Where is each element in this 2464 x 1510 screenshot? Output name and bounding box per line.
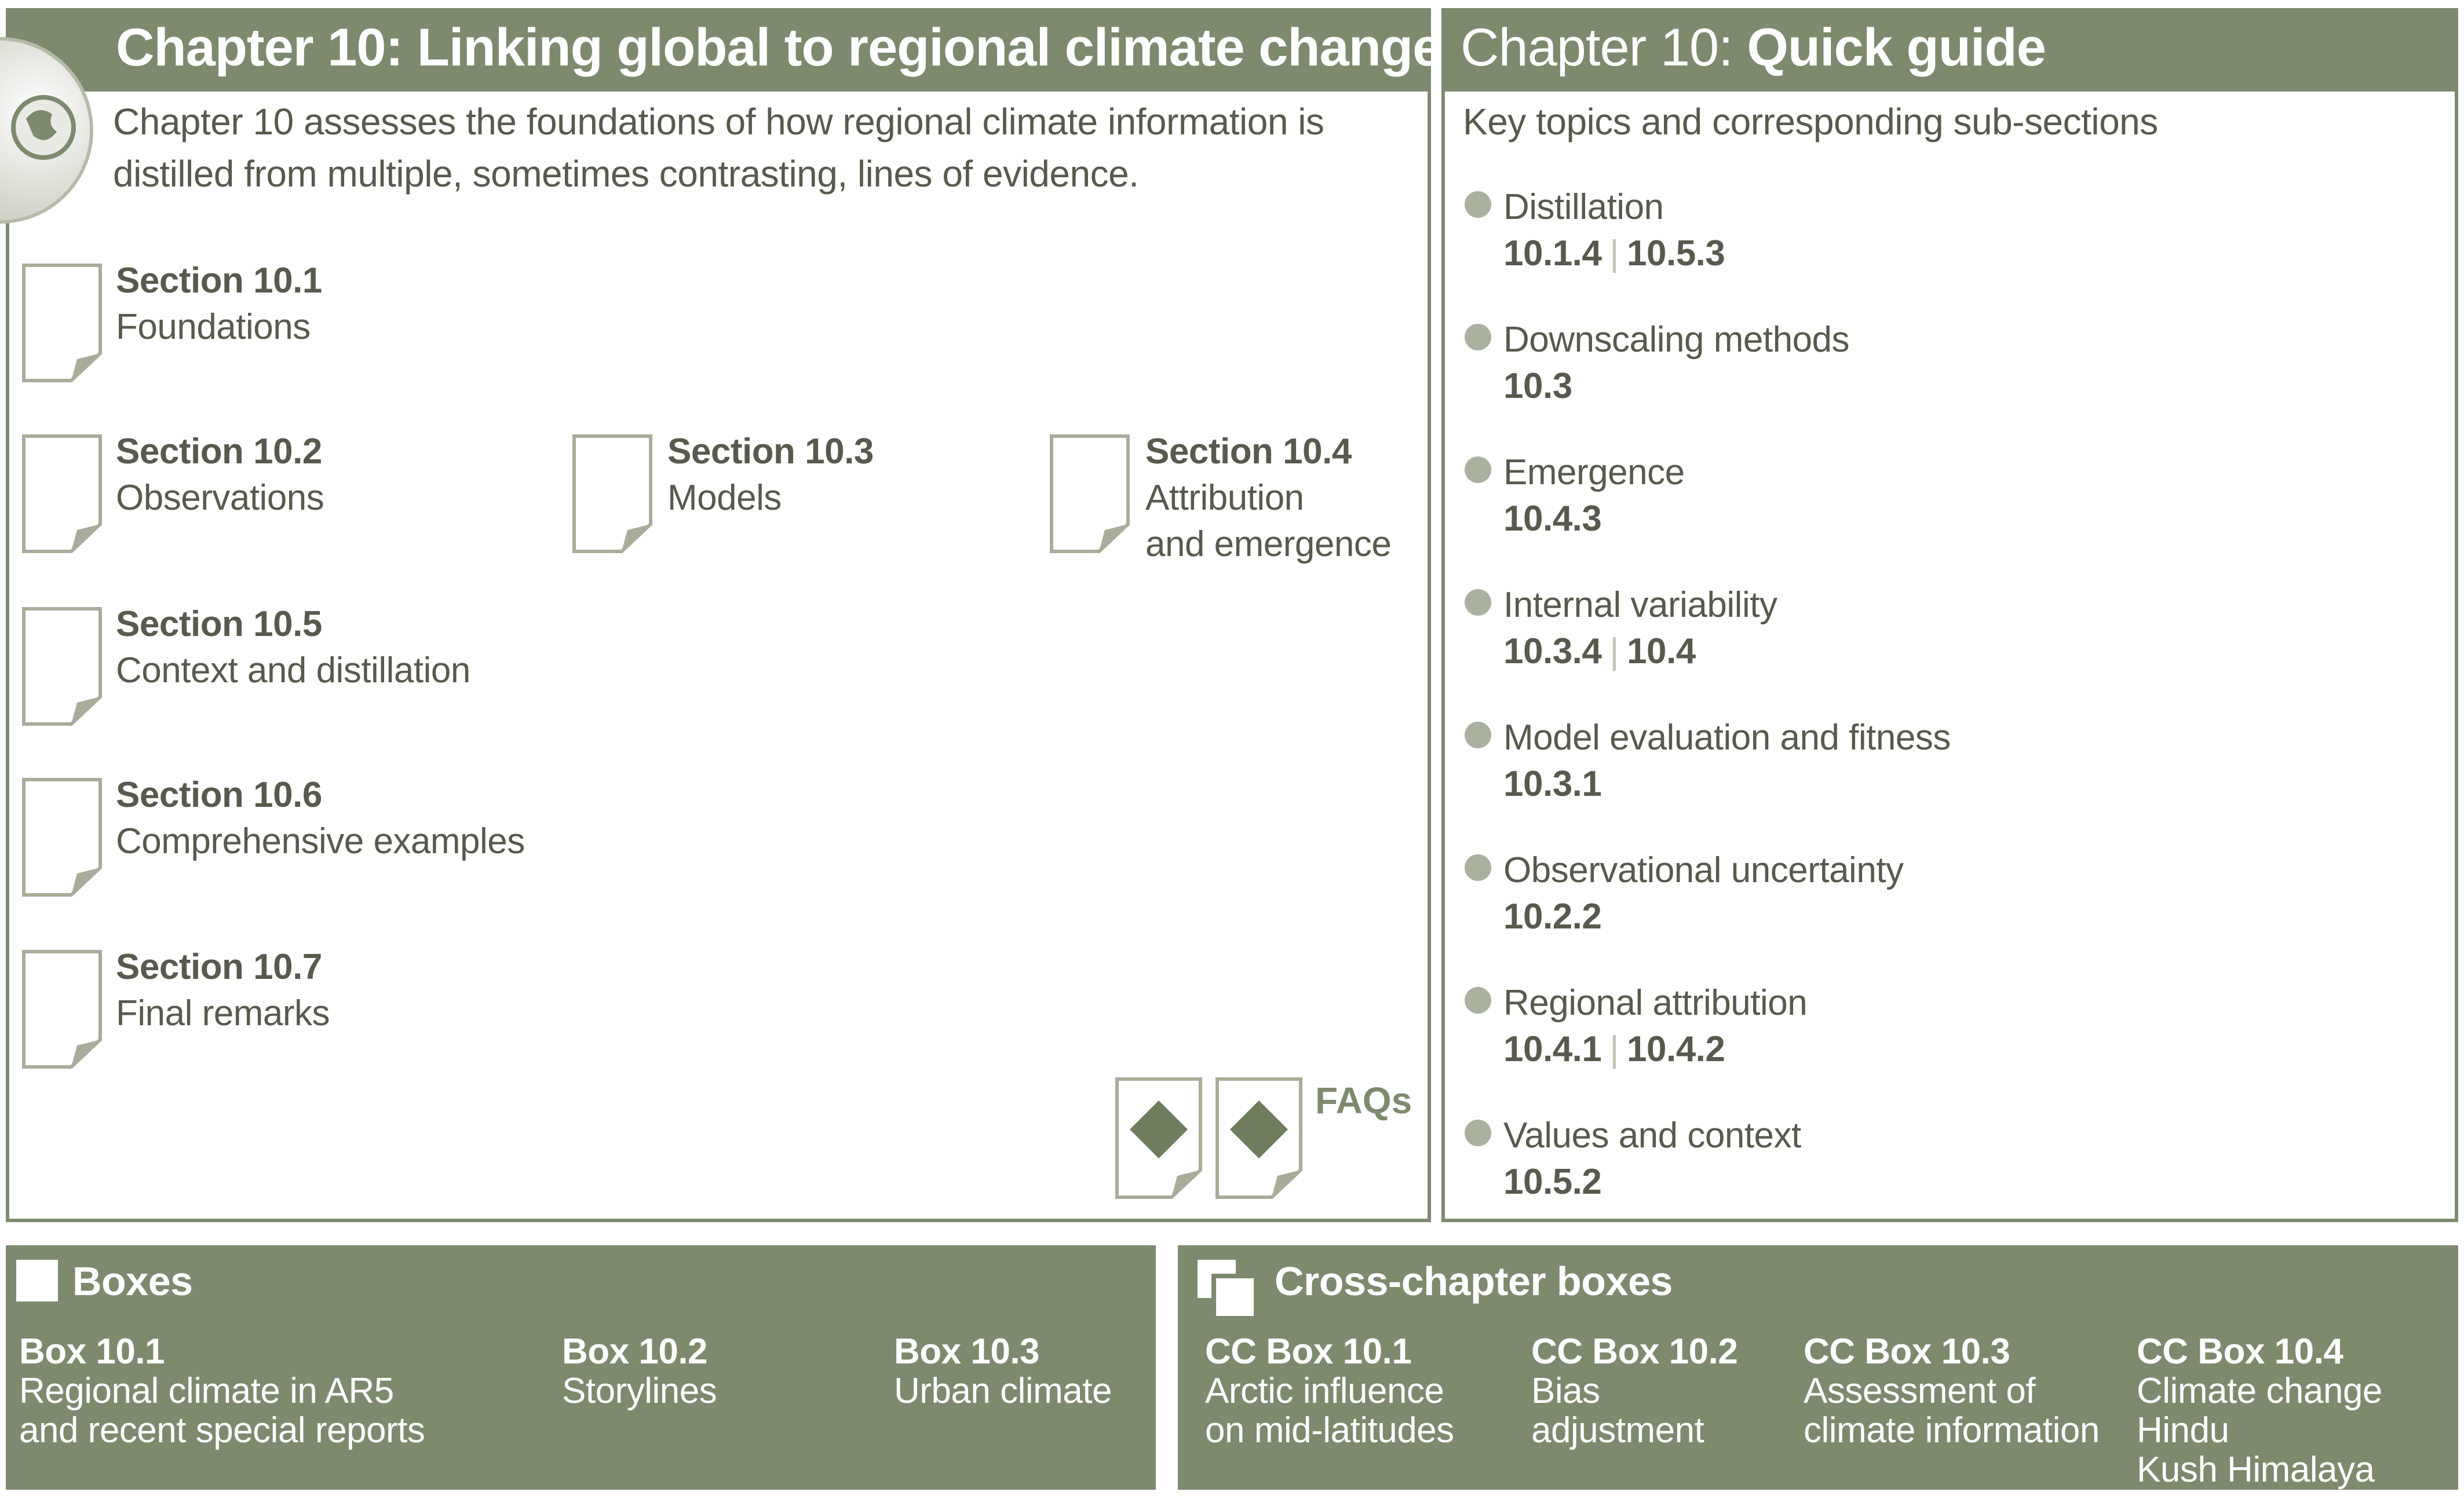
topic-section-refs: 10.4.1 | 10.4.2 bbox=[1503, 1026, 1725, 1073]
section-10-2-document-icon[interactable] bbox=[22, 434, 102, 553]
topic-name: Observational uncertainty bbox=[1503, 850, 1904, 890]
section-10-1-title[interactable]: Section 10.1 bbox=[116, 261, 322, 301]
section-ref-link[interactable]: 10.5.3 bbox=[1627, 233, 1725, 273]
section-10-2-title[interactable]: Section 10.2 bbox=[116, 432, 322, 471]
cc-box-10-3-id[interactable]: CC Box 10.3 bbox=[1804, 1332, 2010, 1372]
section-10-1-subtitle: Foundations bbox=[116, 307, 311, 347]
section-10-4-document-icon[interactable] bbox=[1050, 434, 1130, 553]
ref-separator: | bbox=[1609, 1029, 1619, 1069]
section-10-1-document-icon[interactable] bbox=[22, 264, 102, 382]
topic-bullet-icon bbox=[1465, 722, 1491, 748]
section-10-5-document-icon[interactable] bbox=[22, 607, 102, 726]
section-10-6-document-icon[interactable] bbox=[22, 778, 102, 897]
topic-name: Emergence bbox=[1503, 452, 1685, 492]
topic-bullet-icon bbox=[1465, 854, 1491, 881]
topic-section-refs: 10.2.2 bbox=[1503, 894, 1602, 940]
section-10-7-document-icon[interactable] bbox=[22, 950, 102, 1069]
cc-box-10-3-description: Assessment of climate information bbox=[1804, 1371, 2100, 1450]
cross-chapter-box-icon bbox=[1196, 1259, 1258, 1321]
section-10-2-subtitle: Observations bbox=[116, 478, 324, 518]
topic-bullet-icon bbox=[1465, 1120, 1491, 1146]
topic-section-refs: 10.4.3 bbox=[1503, 496, 1602, 542]
section-ref-link[interactable]: 10.3.1 bbox=[1503, 764, 1602, 804]
section-10-3-title[interactable]: Section 10.3 bbox=[667, 432, 874, 471]
section-ref-link[interactable]: 10.4.1 bbox=[1503, 1029, 1602, 1069]
section-10-4-subtitle-line-1: Attribution bbox=[1145, 478, 1304, 518]
quick-guide-title-bold: Quick guide bbox=[1747, 18, 2046, 77]
chapter-title-bar: Chapter 10: Linking global to regional c… bbox=[6, 8, 1442, 92]
section-10-3-document-icon[interactable] bbox=[572, 434, 652, 553]
section-ref-link[interactable]: 10.2.2 bbox=[1503, 897, 1602, 937]
section-ref-link[interactable]: 10.5.2 bbox=[1503, 1162, 1602, 1202]
faqs-label[interactable]: FAQs bbox=[1315, 1080, 1412, 1121]
topic-section-refs: 10.3.4 | 10.4 bbox=[1503, 628, 1696, 675]
quick-guide-title-prefix: Chapter 10: bbox=[1461, 18, 1747, 77]
topic-name: Regional attribution bbox=[1503, 983, 1808, 1023]
topic-section-refs: 10.5.2 bbox=[1503, 1159, 1602, 1205]
section-10-5-title[interactable]: Section 10.5 bbox=[116, 604, 322, 644]
box-10-2-description: Storylines bbox=[562, 1371, 717, 1411]
section-ref-link[interactable]: 10.1.4 bbox=[1503, 233, 1602, 273]
quick-guide-title-bar: Chapter 10: Quick guide bbox=[1441, 8, 2458, 92]
box-icon bbox=[16, 1260, 58, 1301]
box-10-1-id[interactable]: Box 10.1 bbox=[19, 1332, 165, 1372]
ref-separator: | bbox=[1609, 631, 1619, 671]
faq-document-icon[interactable] bbox=[1215, 1077, 1302, 1199]
topic-section-refs: 10.1.4 | 10.5.3 bbox=[1503, 231, 1725, 277]
topic-section-refs: 10.3.1 bbox=[1503, 761, 1602, 807]
quick-guide-subtitle: Key topics and corresponding sub-section… bbox=[1463, 101, 2158, 142]
section-10-3-subtitle: Models bbox=[667, 478, 782, 518]
box-10-3-id[interactable]: Box 10.3 bbox=[894, 1332, 1040, 1372]
chapter-title-bar-left bbox=[98, 8, 110, 92]
boxes-title: Boxes bbox=[72, 1259, 193, 1304]
cross-chapter-boxes-panel bbox=[1178, 1245, 2458, 1490]
topic-name: Model evaluation and fitness bbox=[1503, 718, 1951, 758]
section-ref-link[interactable]: 10.3 bbox=[1503, 366, 1572, 406]
topic-bullet-icon bbox=[1465, 191, 1491, 218]
cross-chapter-boxes-title: Cross-chapter boxes bbox=[1275, 1259, 1673, 1304]
cc-box-10-1-id[interactable]: CC Box 10.1 bbox=[1205, 1332, 1412, 1372]
chapter-overview-panel bbox=[6, 8, 1431, 1222]
section-10-7-subtitle: Final remarks bbox=[116, 993, 330, 1033]
section-10-6-title[interactable]: Section 10.6 bbox=[116, 775, 322, 815]
topic-bullet-icon bbox=[1465, 589, 1491, 616]
cc-box-10-1-description: Arctic influence on mid-latitudes bbox=[1205, 1371, 1454, 1450]
topic-section-refs: 10.3 bbox=[1503, 363, 1572, 410]
faq-document-icon[interactable] bbox=[1115, 1077, 1202, 1199]
topic-name: Downscaling methods bbox=[1503, 320, 1850, 360]
box-10-1-description: Regional climate in AR5 and recent speci… bbox=[19, 1371, 425, 1450]
chapter-intro-line-2: distilled from multiple, sometimes contr… bbox=[113, 153, 1139, 195]
topic-name: Values and context bbox=[1503, 1116, 1801, 1156]
ref-separator: | bbox=[1609, 233, 1619, 273]
cc-box-10-4-id[interactable]: CC Box 10.4 bbox=[2137, 1332, 2343, 1372]
section-ref-link[interactable]: 10.4 bbox=[1627, 631, 1696, 671]
topic-bullet-icon bbox=[1465, 324, 1491, 350]
section-10-4-subtitle-line-2: and emergence bbox=[1145, 524, 1392, 564]
section-10-6-subtitle: Comprehensive examples bbox=[116, 821, 525, 861]
topic-bullet-icon bbox=[1465, 456, 1491, 483]
boxes-panel bbox=[6, 1245, 1156, 1490]
cc-box-10-2-description: Bias adjustment bbox=[1531, 1371, 1704, 1450]
box-10-2-id[interactable]: Box 10.2 bbox=[562, 1332, 708, 1372]
cc-box-10-2-id[interactable]: CC Box 10.2 bbox=[1531, 1332, 1738, 1372]
globe-icon bbox=[0, 35, 98, 226]
section-ref-link[interactable]: 10.4.2 bbox=[1627, 1029, 1725, 1069]
section-ref-link[interactable]: 10.4.3 bbox=[1503, 499, 1602, 539]
topic-bullet-icon bbox=[1465, 987, 1491, 1014]
quick-guide-title: Chapter 10: Quick guide bbox=[1461, 19, 2046, 76]
section-10-7-title[interactable]: Section 10.7 bbox=[116, 947, 322, 987]
chapter-intro-line-1: Chapter 10 assesses the foundations of h… bbox=[113, 101, 1324, 142]
cc-box-10-4-description: Climate change Hindu Kush Himalaya bbox=[2137, 1371, 2382, 1490]
section-10-5-subtitle: Context and distillation bbox=[116, 650, 470, 690]
chapter-title: Chapter 10: Linking global to regional c… bbox=[116, 18, 1442, 77]
section-ref-link[interactable]: 10.3.4 bbox=[1503, 631, 1602, 671]
box-10-3-description: Urban climate bbox=[894, 1371, 1112, 1411]
topic-name: Distillation bbox=[1503, 187, 1664, 227]
section-10-4-title[interactable]: Section 10.4 bbox=[1145, 432, 1352, 471]
topic-name: Internal variability bbox=[1503, 585, 1777, 625]
